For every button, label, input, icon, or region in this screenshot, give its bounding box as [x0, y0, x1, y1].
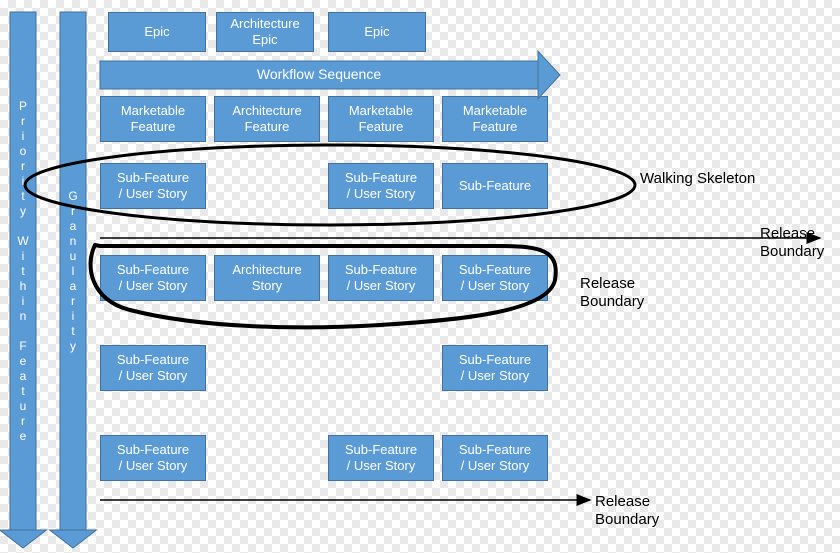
card-row_sub4-1: Sub-Feature / User Story — [328, 435, 434, 481]
card-row_sub1-0: Sub-Feature / User Story — [100, 163, 206, 209]
card-row_feature-3: Marketable Feature — [442, 96, 548, 142]
workflow-arrow-label: Workflow Sequence — [100, 61, 538, 89]
card-row_epic-2: Epic — [328, 12, 426, 52]
label-release_boundary_1: Release Boundary — [760, 225, 824, 261]
label-release_boundary_3: Release Boundary — [595, 493, 659, 529]
card-row_feature-2: Marketable Feature — [328, 96, 434, 142]
vertical-arrow-label-granularity: Granularity — [60, 12, 86, 530]
card-row_feature-0: Marketable Feature — [100, 96, 206, 142]
vertical-arrow-label-priority: Priority Within Feature — [10, 12, 36, 530]
card-row_sub2-0: Sub-Feature / User Story — [100, 255, 206, 301]
card-row_sub2-1: Architecture Story — [214, 255, 320, 301]
card-row_sub3-1: Sub-Feature / User Story — [442, 345, 548, 391]
card-row_sub2-2: Sub-Feature / User Story — [328, 255, 434, 301]
card-row_sub1-1: Sub-Feature / User Story — [328, 163, 434, 209]
card-row_sub2-3: Sub-Feature / User Story — [442, 255, 548, 301]
card-row_feature-1: Architecture Feature — [214, 96, 320, 142]
card-row_sub1-2: Sub-Feature — [442, 163, 548, 209]
card-row_sub3-0: Sub-Feature / User Story — [100, 345, 206, 391]
label-release_boundary_2: Release Boundary — [580, 275, 644, 311]
card-row_epic-1: Architecture Epic — [216, 12, 314, 52]
card-row_sub4-2: Sub-Feature / User Story — [442, 435, 548, 481]
card-row_epic-0: Epic — [108, 12, 206, 52]
card-row_sub4-0: Sub-Feature / User Story — [100, 435, 206, 481]
diagram-stage: EpicArchitecture EpicEpicMarketable Feat… — [0, 0, 840, 553]
label-walking_skeleton: Walking Skeleton — [640, 170, 755, 188]
